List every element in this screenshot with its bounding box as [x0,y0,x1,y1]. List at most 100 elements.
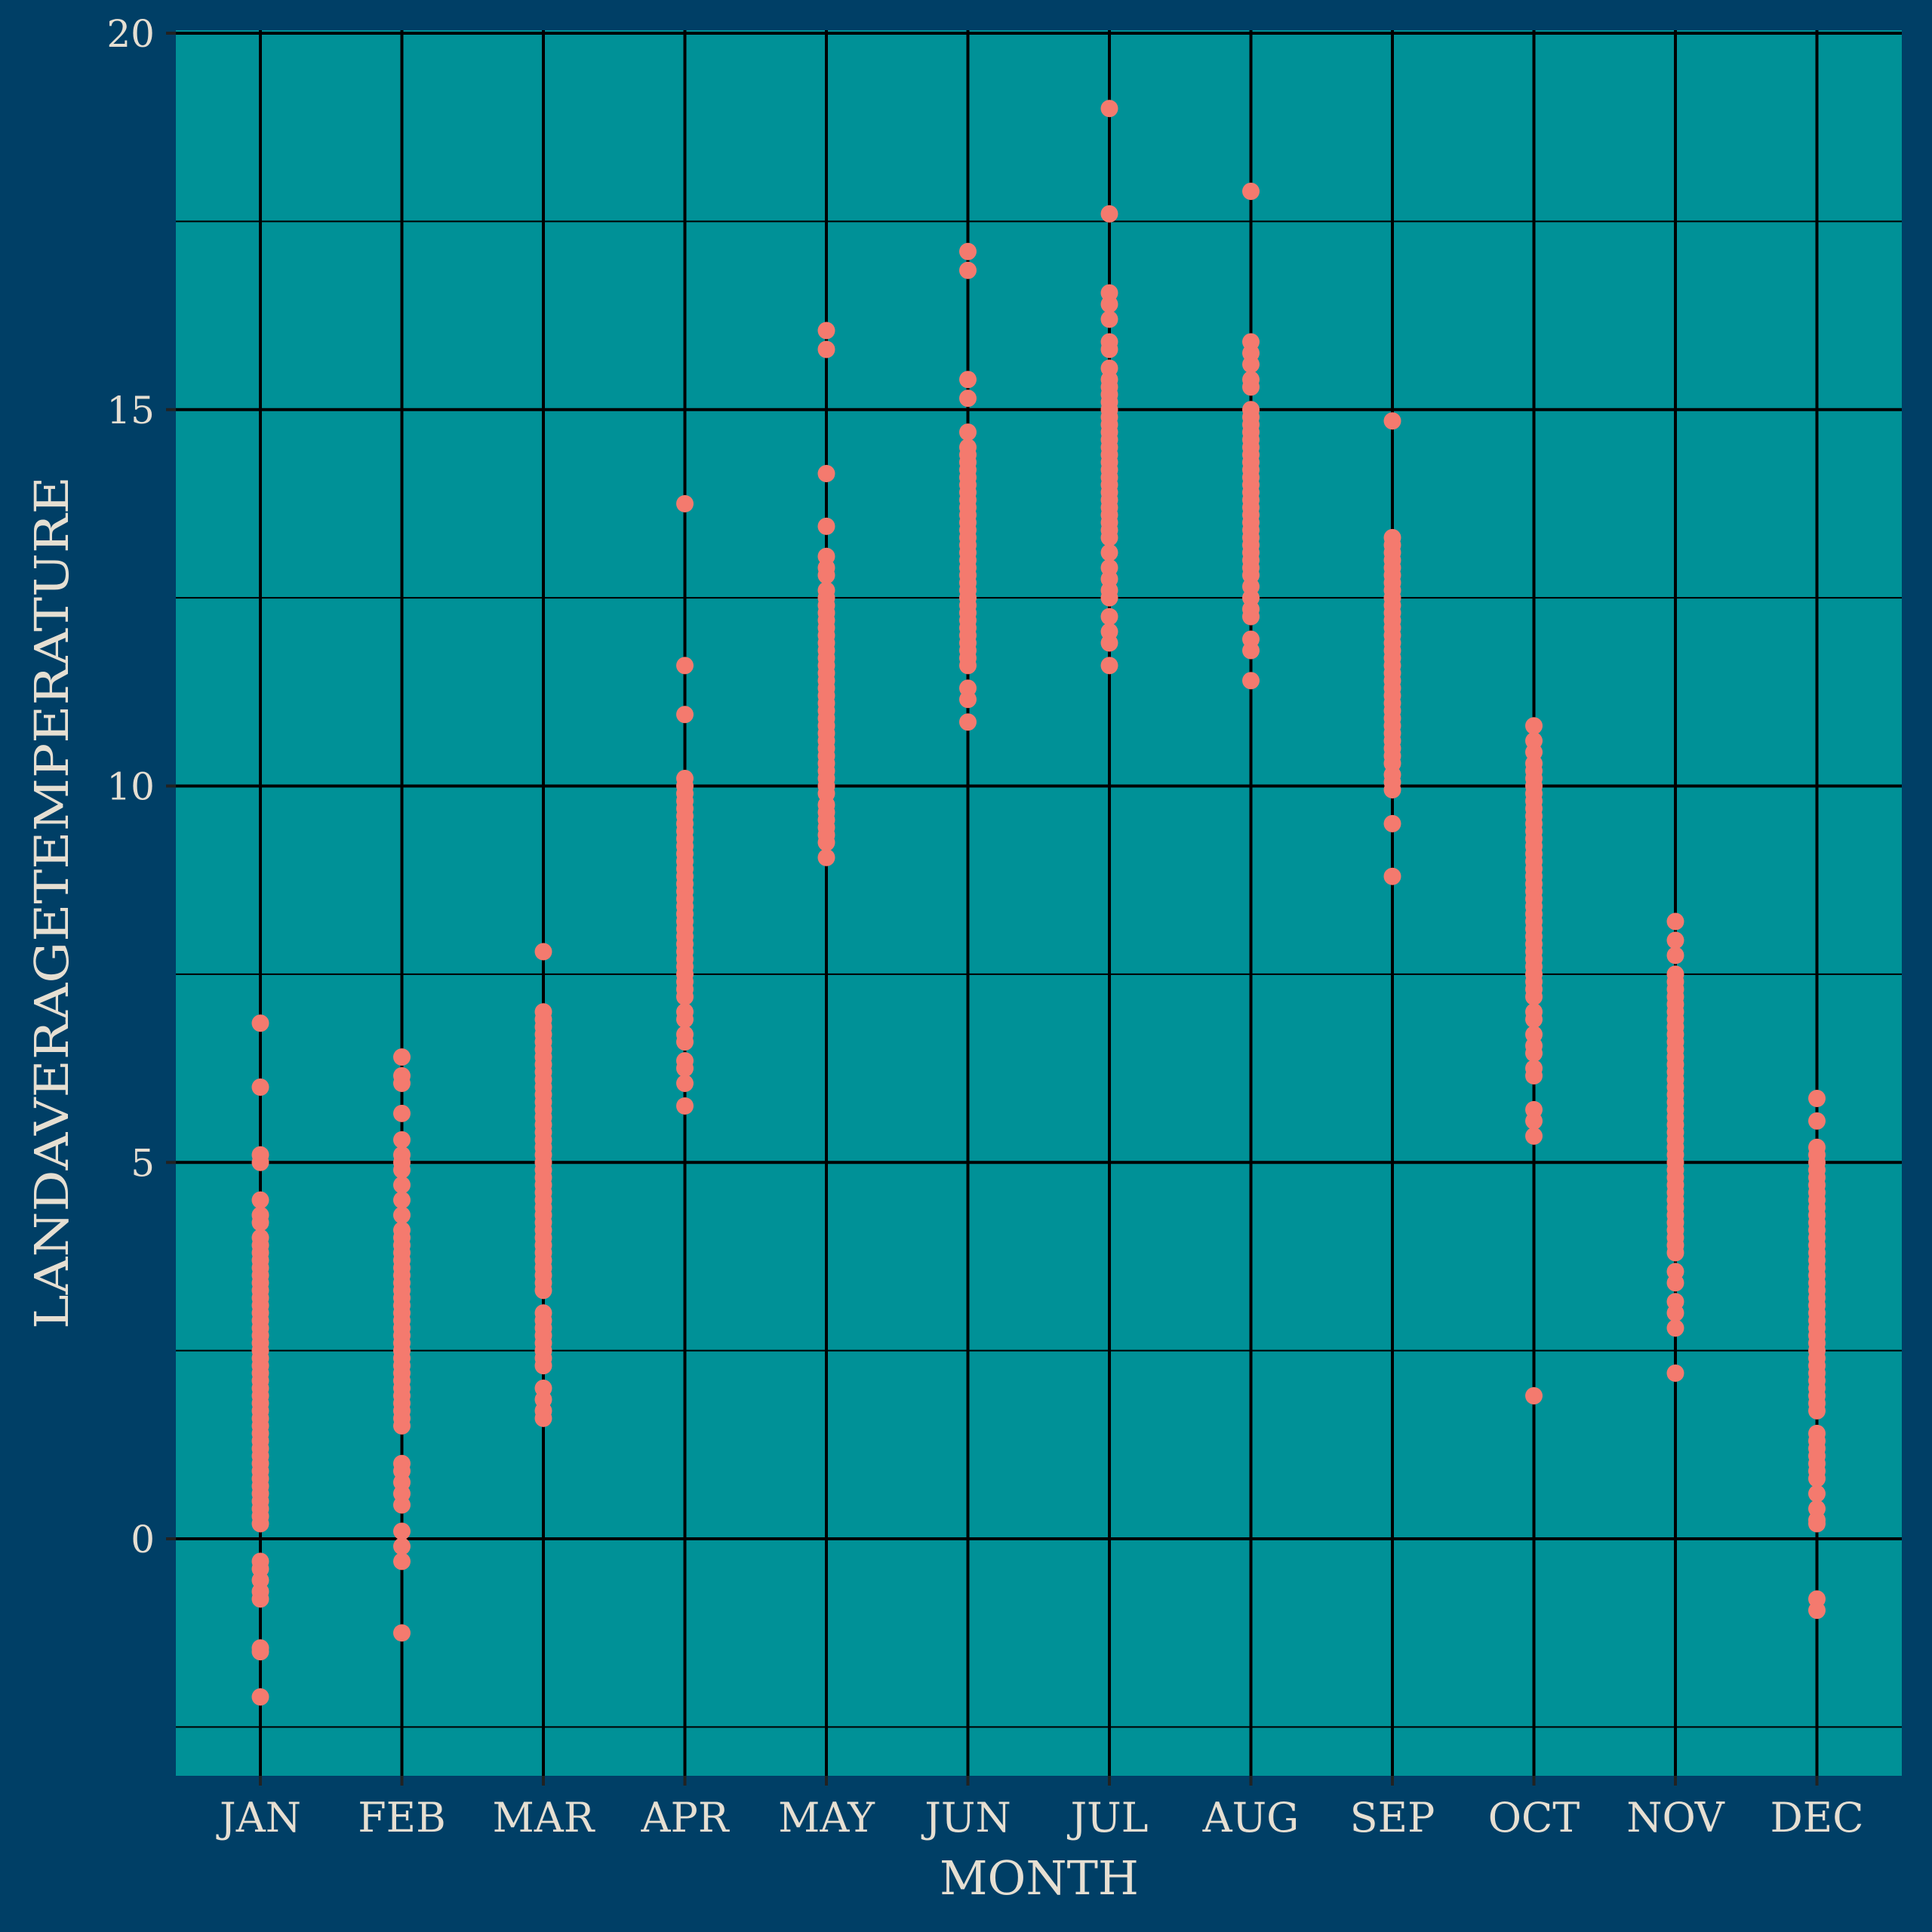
data-point [251,1146,269,1164]
data-point [1808,1112,1826,1130]
minor-gridlines [176,220,1902,1728]
data-point [393,1146,411,1164]
data-point [1100,608,1118,626]
data-point [817,581,835,599]
data-point [393,1176,411,1194]
data-point [1666,1364,1684,1383]
data-point [1100,100,1118,118]
scatter-points [251,100,1826,1706]
data-point [1525,1026,1543,1044]
data-point [1525,1386,1543,1404]
data-point [393,1552,411,1571]
data-point [1100,359,1118,377]
data-point [251,1191,269,1209]
data-point [251,1078,269,1096]
data-point [1242,371,1260,389]
data-point [676,1026,694,1044]
data-point [1100,284,1118,302]
data-point [393,1191,411,1209]
data-point [251,1687,269,1706]
data-point [676,657,694,675]
data-point [1525,1100,1543,1118]
data-point [1525,1060,1543,1078]
data-point [393,1131,411,1149]
x-tick-label: DEC [1770,1794,1863,1841]
data-point [1100,657,1118,675]
data-point [393,1221,411,1239]
data-point [251,1014,269,1032]
x-tick-label: JUN [921,1794,1011,1841]
data-point [393,1537,411,1555]
data-point [1100,333,1118,351]
data-point [1100,623,1118,641]
data-point [393,1206,411,1224]
data-point [534,1380,552,1397]
data-point [1808,1590,1826,1608]
data-point [1242,630,1260,648]
data-point [534,943,552,961]
data-point [676,494,694,512]
data-point [959,371,977,389]
data-point [1666,965,1684,983]
data-point [1808,1484,1826,1503]
data-point [676,770,694,788]
x-tick-label: FEB [358,1794,446,1841]
y-tick-label: 0 [131,1518,155,1561]
data-point [534,1003,552,1021]
y-tick-label: 10 [106,765,155,809]
y-tick-label: 15 [106,389,155,432]
data-point [1666,1263,1684,1281]
data-point [959,242,977,260]
data-point [817,321,835,340]
data-point [676,1052,694,1070]
x-tick-label: NOV [1626,1794,1725,1841]
data-point [251,1639,269,1657]
data-point [817,465,835,483]
data-point [393,1048,411,1066]
data-point [959,679,977,697]
data-point [1242,333,1260,351]
data-point [1100,310,1118,328]
data-point [1525,717,1543,735]
data-point [817,517,835,535]
data-point [1383,867,1401,885]
data-point [1666,1319,1684,1337]
data-point [676,1075,694,1093]
y-axis-title: LANDAVERAGETEMPERATURE [24,476,79,1329]
x-tick-label: MAY [778,1794,875,1841]
plot-panel [176,30,1902,1776]
data-point [393,1104,411,1122]
data-point [1525,732,1543,750]
data-point [1100,543,1118,561]
x-tick-label: MAR [493,1794,595,1841]
data-point [393,1067,411,1085]
y-axis-ticks: 0 5 10 15 20 [106,12,176,1561]
data-point [1666,931,1684,949]
data-point [1242,182,1260,200]
y-tick-label: 5 [131,1141,155,1185]
data-point [393,1454,411,1472]
data-point [251,1229,269,1247]
data-point [1100,205,1118,223]
data-point [959,423,977,441]
data-point [676,706,694,724]
data-point [1100,558,1118,577]
x-tick-label: JAN [216,1794,301,1841]
data-point [817,340,835,358]
data-point [959,438,977,457]
data-point [1525,1127,1543,1145]
data-point [534,1304,552,1322]
data-point [1666,1293,1684,1311]
data-point [676,1097,694,1115]
x-tick-label: OCT [1488,1794,1580,1841]
data-point [1666,946,1684,964]
data-point [393,1522,411,1540]
x-tick-label: APR [641,1794,730,1841]
data-point [817,547,835,565]
data-point [251,1552,269,1571]
data-point [1666,912,1684,931]
data-point [251,1206,269,1224]
data-point [817,848,835,866]
data-point [1808,1424,1826,1442]
